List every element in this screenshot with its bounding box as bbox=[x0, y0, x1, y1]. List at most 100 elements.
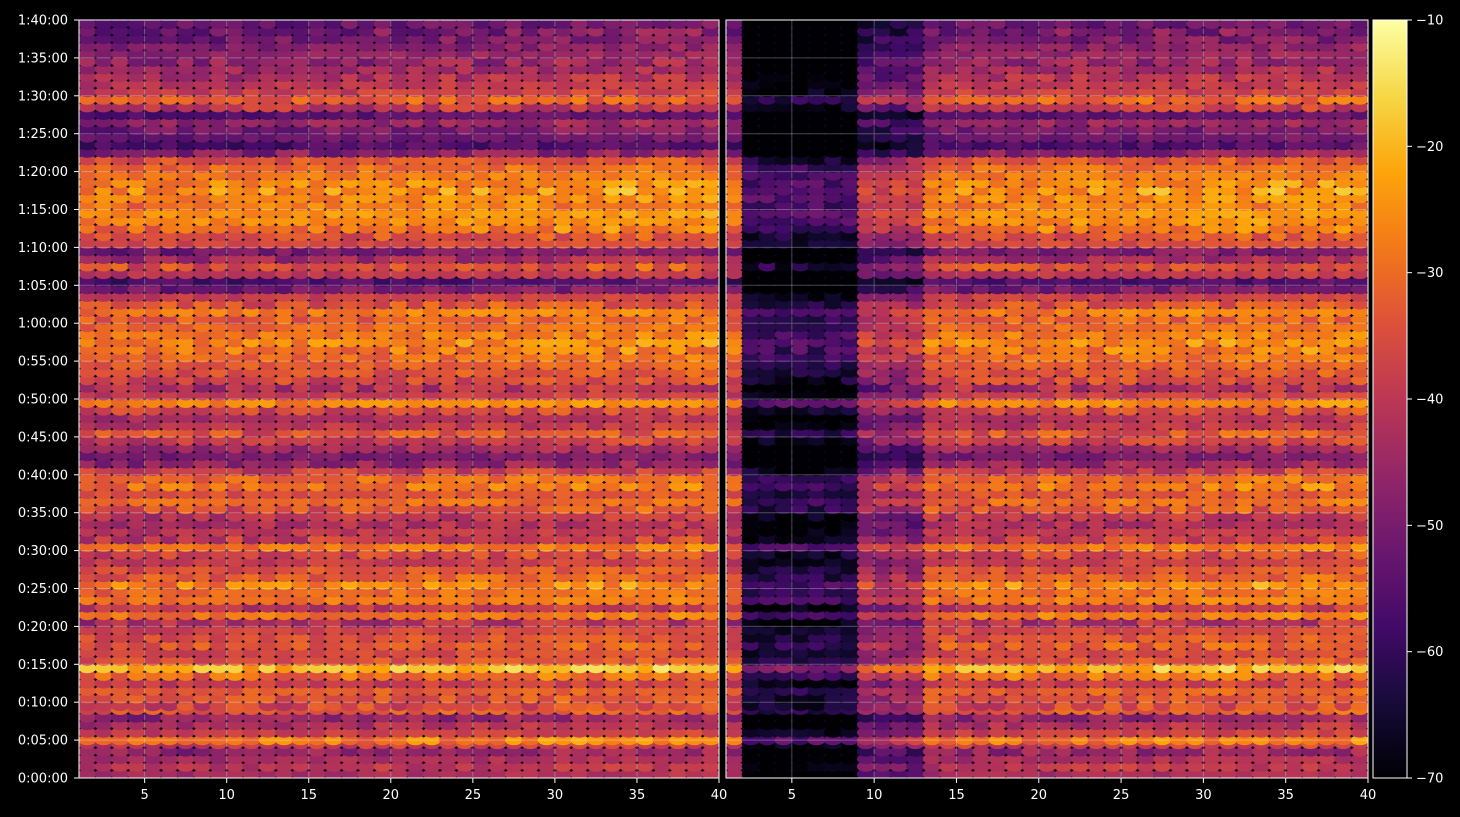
heatmap-cell bbox=[94, 761, 113, 772]
heatmap-cell bbox=[701, 670, 719, 681]
heatmap-cell bbox=[390, 268, 408, 280]
heatmap-cell bbox=[127, 594, 146, 606]
heatmap-cell bbox=[291, 314, 310, 325]
heatmap-cell bbox=[422, 367, 441, 378]
heatmap-cell bbox=[685, 321, 704, 333]
heatmap-cell bbox=[636, 465, 655, 477]
heatmap-cell bbox=[390, 374, 408, 386]
heatmap-cell bbox=[455, 753, 474, 765]
heatmap-cell bbox=[242, 329, 261, 340]
heatmap-cell bbox=[307, 526, 326, 537]
heatmap-cell bbox=[439, 662, 458, 674]
heatmap-cell bbox=[225, 465, 244, 477]
heatmap-cell bbox=[160, 602, 179, 613]
heatmap-cell bbox=[439, 427, 458, 439]
heatmap-cell bbox=[422, 427, 441, 439]
heatmap-cell bbox=[685, 526, 704, 537]
heatmap-cell bbox=[193, 670, 212, 681]
heatmap-cell bbox=[275, 678, 294, 689]
heatmap-cell bbox=[225, 761, 244, 772]
heatmap-cell bbox=[488, 761, 507, 772]
heatmap-cell bbox=[586, 761, 605, 772]
heatmap-cell bbox=[94, 655, 113, 666]
heatmap-cell bbox=[340, 390, 359, 401]
heatmap-cell bbox=[669, 700, 687, 712]
heatmap-cell bbox=[275, 397, 294, 408]
heatmap-cell bbox=[357, 397, 376, 408]
heatmap-cell bbox=[406, 473, 425, 484]
heatmap-cell bbox=[406, 450, 425, 462]
heatmap-cell bbox=[586, 511, 605, 522]
heatmap-cell bbox=[619, 306, 638, 317]
heatmap-cell bbox=[242, 727, 261, 738]
heatmap-cell bbox=[619, 435, 638, 446]
heatmap-cell bbox=[406, 534, 425, 545]
heatmap-cell bbox=[160, 670, 179, 681]
heatmap-cell bbox=[422, 299, 441, 310]
heatmap-cell bbox=[160, 594, 179, 606]
heatmap-cell bbox=[619, 397, 638, 408]
heatmap-cell bbox=[701, 617, 719, 628]
heatmap-cell bbox=[504, 662, 523, 674]
heatmap-cell bbox=[636, 458, 655, 469]
heatmap-cell bbox=[504, 299, 523, 310]
heatmap-cell bbox=[669, 753, 687, 765]
heatmap-cell bbox=[603, 321, 622, 333]
heatmap-cell bbox=[160, 700, 179, 712]
heatmap-cell bbox=[258, 405, 277, 416]
heatmap-cell bbox=[324, 420, 343, 431]
heatmap-cell bbox=[143, 534, 162, 545]
heatmap-cell bbox=[127, 496, 146, 507]
heatmap-cell bbox=[537, 352, 556, 363]
heatmap-cell bbox=[307, 458, 326, 469]
heatmap-cell bbox=[340, 678, 359, 689]
heatmap-cell bbox=[406, 617, 425, 628]
heatmap-cell bbox=[390, 405, 408, 416]
heatmap-cell bbox=[160, 435, 179, 446]
heatmap-cell bbox=[439, 655, 458, 666]
heatmap-cell bbox=[258, 427, 277, 439]
heatmap-cell bbox=[669, 640, 687, 651]
heatmap-cell bbox=[439, 670, 458, 681]
heatmap-cell bbox=[455, 693, 474, 704]
heatmap-cell bbox=[127, 662, 146, 674]
heatmap-cell bbox=[143, 443, 162, 454]
heatmap-cell bbox=[619, 662, 638, 674]
heatmap-cell bbox=[586, 450, 605, 462]
heatmap-cell bbox=[225, 617, 244, 628]
heatmap-cell bbox=[111, 617, 129, 628]
heatmap-cell bbox=[307, 427, 326, 439]
heatmap-cell bbox=[455, 306, 474, 317]
heatmap-cell bbox=[209, 564, 228, 575]
heatmap-cell bbox=[390, 511, 408, 522]
heatmap-cell bbox=[143, 678, 162, 689]
heatmap-cell bbox=[275, 306, 294, 317]
heatmap-cell bbox=[127, 488, 146, 499]
heatmap-cell bbox=[701, 761, 719, 772]
heatmap-cell bbox=[291, 261, 310, 272]
heatmap-cell bbox=[636, 337, 655, 348]
heatmap-cell bbox=[537, 314, 556, 325]
heatmap-cell bbox=[701, 390, 719, 401]
heatmap-cell bbox=[406, 329, 425, 340]
heatmap-cell bbox=[439, 276, 458, 287]
heatmap-cell bbox=[504, 268, 523, 280]
heatmap-cell bbox=[390, 314, 408, 325]
heatmap-cell bbox=[406, 306, 425, 317]
heatmap-cell bbox=[242, 465, 261, 477]
heatmap-cell bbox=[685, 382, 704, 393]
heatmap-cell bbox=[94, 564, 113, 575]
heatmap-cell bbox=[390, 359, 408, 371]
heatmap-cell bbox=[275, 571, 294, 583]
heatmap-cell bbox=[225, 587, 244, 598]
heatmap-cell bbox=[373, 753, 392, 765]
heatmap-cell bbox=[357, 337, 376, 348]
heatmap-cell bbox=[258, 374, 277, 386]
heatmap-cell bbox=[291, 359, 310, 371]
heatmap-cell bbox=[242, 602, 261, 613]
heatmap-cell bbox=[111, 526, 129, 537]
heatmap-cell bbox=[127, 306, 146, 317]
heatmap-cell bbox=[390, 276, 408, 287]
heatmap-cell bbox=[79, 405, 97, 416]
heatmap-cell bbox=[111, 670, 129, 681]
